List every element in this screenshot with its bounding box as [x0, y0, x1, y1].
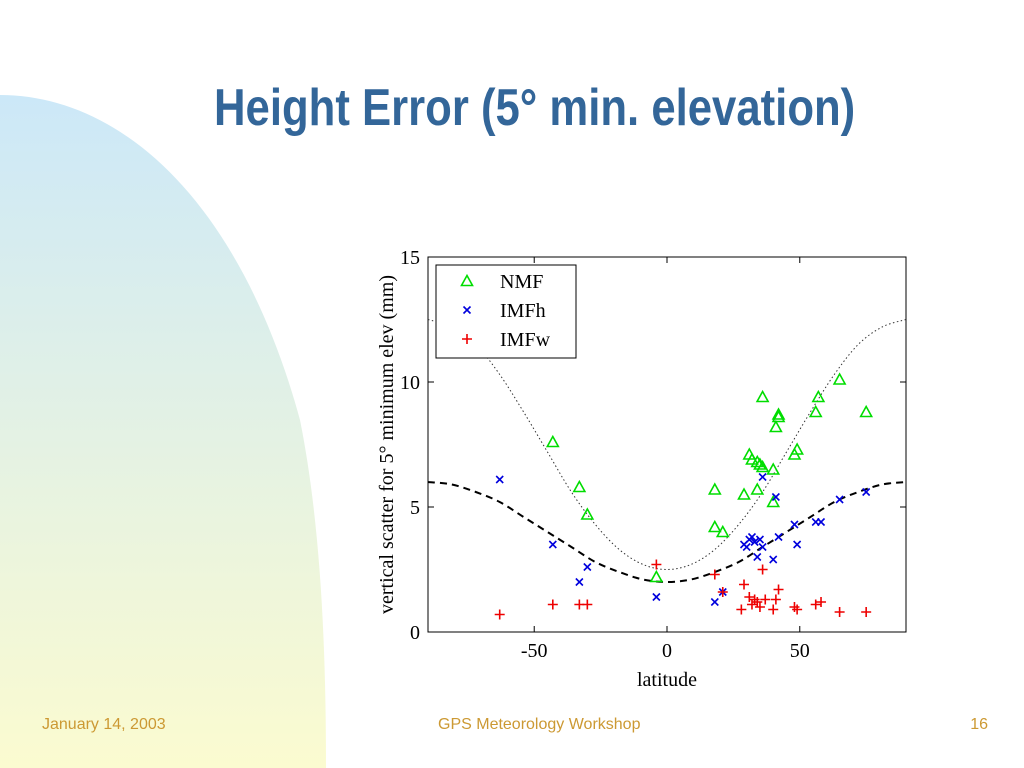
data-point-nmf — [766, 494, 781, 508]
data-point-imfh — [710, 597, 719, 607]
data-point-imfh — [753, 552, 762, 562]
axis-ticks: -50 0 50 0 5 10 15 — [400, 247, 906, 662]
data-point-imfw — [773, 584, 784, 595]
data-point-imfh — [575, 577, 584, 587]
data-point-imfw — [744, 592, 755, 602]
data-point-imfh — [771, 492, 780, 502]
data-point-imfh — [816, 517, 826, 527]
data-point-nmf — [811, 389, 826, 403]
legend-box — [435, 264, 577, 359]
data-point-nmf — [766, 462, 781, 475]
data-point-imfh — [790, 520, 799, 529]
y-tick-label: 5 — [410, 497, 420, 519]
data-point-imfw — [494, 609, 505, 620]
slide-title: Height Error (5° min. elevation) — [214, 79, 856, 137]
data-point-imfh — [495, 475, 504, 484]
data-point-imfw — [768, 604, 779, 615]
data-point-nmf — [750, 454, 765, 468]
data-point-imfh — [769, 555, 778, 564]
data-point-nmf — [572, 479, 587, 493]
data-point-imfh — [747, 532, 757, 542]
data-point-imfw — [792, 604, 803, 615]
x-axis-label: latitude — [637, 669, 697, 691]
legend: NMF IMFh IMFw — [435, 264, 577, 359]
data-point-nmf — [707, 519, 722, 533]
legend-label: IMFh — [500, 300, 546, 322]
legend-marker-nmf — [460, 273, 474, 287]
data-point-imfw — [582, 599, 593, 610]
data-point-imfw — [816, 597, 827, 607]
decorative-quarter-shape — [0, 95, 326, 768]
data-point-imfw — [547, 599, 558, 610]
y-tick-label: 0 — [410, 622, 420, 644]
data-point-nmf — [790, 442, 804, 455]
data-point-nmf — [859, 404, 874, 418]
data-point-nmf — [750, 482, 765, 495]
data-point-imfw — [760, 594, 771, 605]
data-point-imfw — [757, 564, 768, 575]
data-point-imfh — [652, 592, 661, 602]
data-point-imfw — [651, 559, 662, 570]
x-tick-label: 0 — [662, 640, 672, 662]
data-point-imfw — [709, 569, 720, 580]
data-point-nmf — [755, 389, 770, 403]
data-point-imfh — [758, 472, 767, 482]
legend-marker-imfw — [462, 334, 472, 344]
data-point-imfw — [810, 599, 821, 610]
data-point-imfh — [758, 542, 767, 552]
data-point-imfh — [583, 562, 592, 572]
data-point-imfh — [862, 487, 871, 497]
data-point-imfw — [717, 587, 728, 597]
footer-date: January 14, 2003 — [42, 716, 166, 733]
data-point-nmf — [769, 419, 783, 433]
data-points — [494, 372, 874, 620]
data-point-nmf — [545, 434, 560, 448]
data-point-imfw — [754, 602, 765, 612]
data-point-nmf — [649, 569, 664, 583]
legend-marker-imfh — [462, 305, 472, 315]
data-point-imfw — [736, 604, 747, 615]
data-point-imfh — [774, 532, 783, 542]
data-point-nmf — [753, 457, 767, 470]
data-point-imfh — [548, 540, 557, 549]
data-point-nmf — [771, 407, 786, 420]
data-point-nmf — [715, 524, 730, 538]
legend-label: NMF — [500, 271, 543, 293]
data-point-nmf — [745, 452, 759, 465]
data-point-imfh — [742, 542, 751, 552]
data-point-nmf — [580, 507, 595, 520]
x-tick-label: 50 — [790, 640, 810, 662]
data-point-nmf — [755, 459, 770, 473]
data-point-nmf — [771, 409, 786, 423]
data-point-imfw — [861, 607, 872, 617]
footer-title: GPS Meteorology Workshop — [438, 716, 641, 733]
data-point-imfh — [835, 495, 844, 504]
y-tick-label: 15 — [400, 247, 420, 269]
page-number: 16 — [970, 716, 988, 733]
data-point-imfh — [755, 535, 765, 544]
data-point-nmf — [707, 482, 722, 495]
data-point-imfw — [834, 607, 845, 617]
scatter-chart: -50 0 50 0 5 10 15 latitude vertical scatter f… — [376, 247, 907, 691]
legend-label: IMFw — [500, 329, 551, 351]
data-point-nmf — [737, 487, 751, 500]
data-point-imfh — [750, 537, 759, 547]
x-tick-label: -50 — [521, 640, 548, 662]
data-point-imfw — [770, 594, 781, 605]
data-point-nmf — [832, 372, 847, 385]
data-point-imfw — [739, 579, 750, 590]
y-tick-label: 10 — [400, 372, 420, 394]
data-point-imfh — [793, 540, 802, 549]
data-point-nmf — [808, 404, 823, 418]
y-axis-label: vertical scatter for 5° minimum elev (mm… — [376, 275, 398, 614]
